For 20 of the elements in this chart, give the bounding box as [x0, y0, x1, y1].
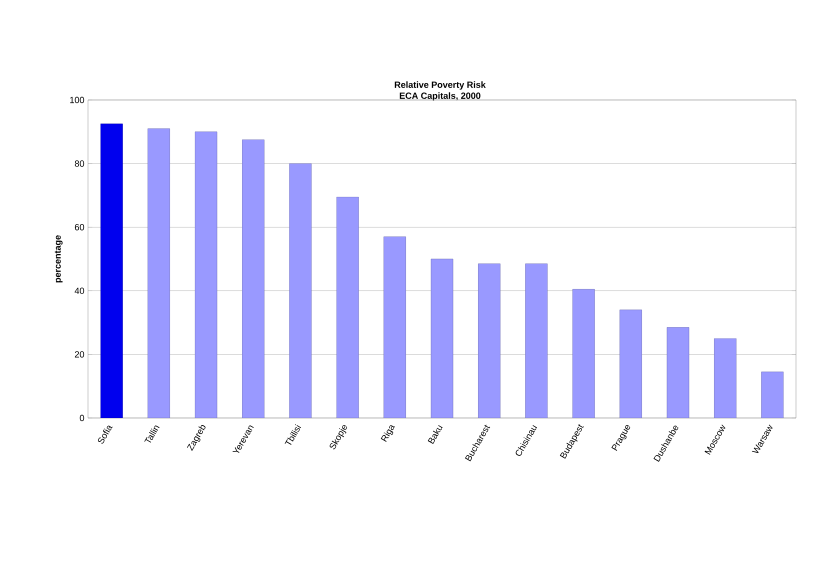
y-tick-label: 40	[74, 288, 84, 294]
bar	[525, 264, 548, 418]
bar	[761, 372, 784, 418]
y-tick-label: 100	[70, 96, 84, 104]
bar	[289, 163, 312, 418]
bar	[384, 236, 406, 418]
y-axis-title: percentage	[54, 235, 63, 282]
bar	[194, 132, 218, 418]
bar	[714, 338, 736, 418]
y-tick-label: 80	[74, 160, 84, 167]
bar	[100, 124, 123, 418]
chart-title: Relative Poverty Risk	[394, 81, 486, 90]
bar	[620, 310, 642, 418]
bar	[336, 196, 359, 418]
bar	[242, 140, 264, 418]
bar	[478, 264, 500, 418]
y-tick-label: 0	[80, 414, 84, 422]
y-tick-label: 20	[74, 351, 84, 358]
chart-subtitle: ECA Capitals, 2000	[400, 92, 480, 101]
y-tick-label: 60	[74, 224, 84, 230]
